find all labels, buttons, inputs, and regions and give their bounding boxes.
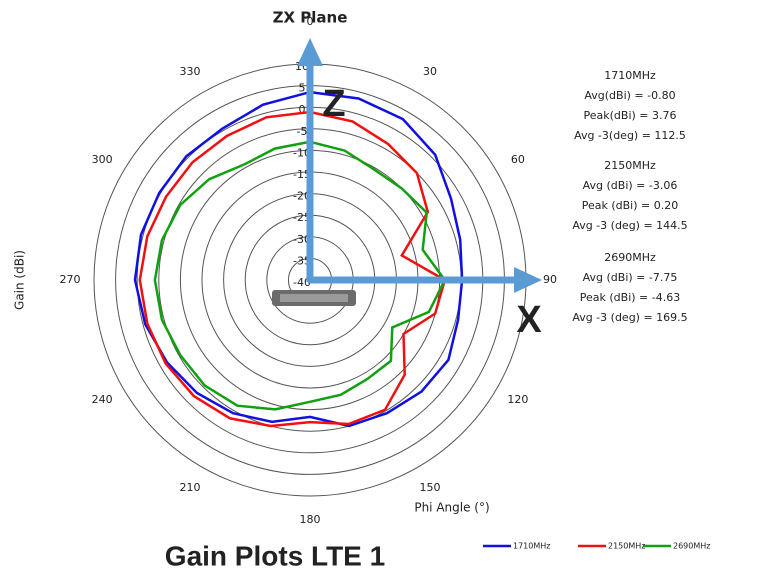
x-arrow-head (514, 267, 542, 293)
annotation: Avg (dBi) = -3.06 (583, 179, 678, 192)
annotation: 2690MHz (604, 251, 656, 264)
angle-tick-label: 180 (300, 513, 321, 526)
angle-tick-label: 90 (543, 273, 557, 286)
angle-tick-label: 30 (423, 65, 437, 78)
angle-tick-label: 60 (511, 153, 525, 166)
annotation: 1710MHz (604, 69, 656, 82)
legend-label: 2690MHz (673, 542, 710, 551)
angle-tick-label: 300 (92, 153, 113, 166)
angle-tick-label: 270 (60, 273, 81, 286)
angle-tick-label: 120 (507, 393, 528, 406)
angle-tick-label: 210 (180, 481, 201, 494)
x-label: X (516, 299, 542, 341)
annotation: Avg -3(deg) = 112.5 (574, 129, 686, 142)
annotation: Peak (dBi) = -4.63 (580, 291, 680, 304)
r-tick-label: -25 (293, 211, 311, 224)
r-tick-label: 5 (299, 82, 306, 95)
r-tick-label: -20 (293, 190, 311, 203)
legend-label: 2150MHz (608, 542, 645, 551)
annotation: Avg -3 (deg) = 144.5 (572, 219, 687, 232)
r-tick-label: -5 (297, 125, 308, 138)
annotation: Avg -3 (deg) = 169.5 (572, 311, 687, 324)
annotation: 2150MHz (604, 159, 656, 172)
annotation: Avg(dBi) = -0.80 (584, 89, 675, 102)
x-axis-label: Phi Angle (°) (414, 501, 489, 515)
r-tick-label: -35 (293, 254, 311, 267)
legend-label: 1710MHz (513, 542, 550, 551)
series-line (133, 90, 464, 428)
r-tick-label: -10 (293, 146, 311, 159)
caption: Gain Plots LTE 1 (165, 540, 385, 571)
y-axis-label: Gain (dBi) (13, 250, 27, 310)
r-tick-label: 0 (299, 103, 306, 116)
z-arrow-head (297, 38, 323, 66)
series-line (153, 140, 447, 411)
angle-tick-label: 0 (307, 15, 314, 28)
annotation: Peak (dBi) = 0.20 (582, 199, 679, 212)
angle-tick-label: 150 (420, 481, 441, 494)
annotation: Peak(dBi) = 3.76 (584, 109, 677, 122)
device-icon-face (280, 294, 348, 302)
z-label: Z (322, 83, 345, 125)
chart-title: ZX Plane (273, 9, 348, 27)
r-tick-label: -30 (293, 233, 311, 246)
annotation: Avg (dBi) = -7.75 (583, 271, 678, 284)
angle-tick-label: 330 (180, 65, 201, 78)
r-tick-label: -15 (293, 168, 311, 181)
angle-tick-label: 240 (92, 393, 113, 406)
r-tick-label: -40 (293, 276, 311, 289)
